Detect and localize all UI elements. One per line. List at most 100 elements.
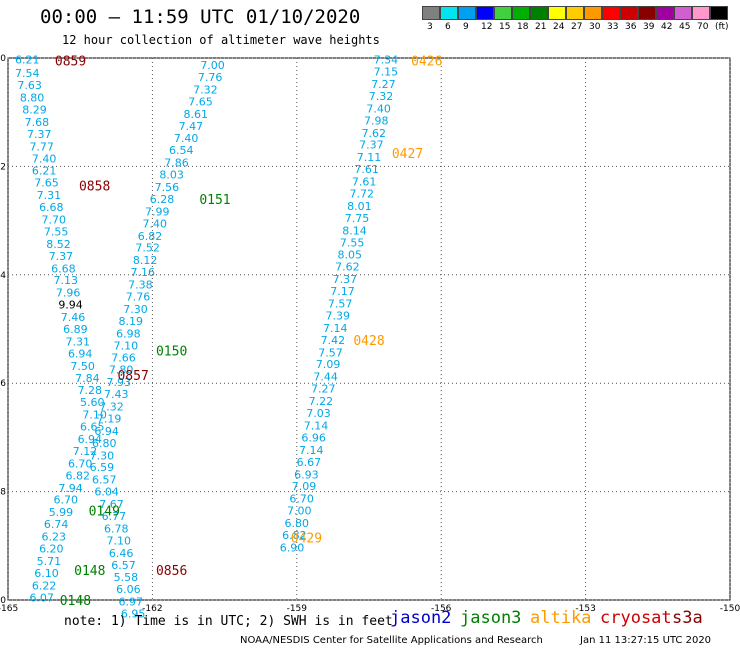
data-point: 7.80 bbox=[109, 364, 134, 377]
data-point: 7.09 bbox=[316, 358, 341, 371]
data-point: 7.10 bbox=[106, 534, 131, 547]
colorbar-label: 30 bbox=[589, 22, 601, 32]
data-point: 7.30 bbox=[123, 303, 148, 316]
colorbar-swatch bbox=[512, 6, 530, 20]
data-point: 7.62 bbox=[362, 127, 387, 140]
data-point: 6.78 bbox=[104, 522, 129, 535]
data-point: 7.40 bbox=[174, 132, 199, 145]
data-point: 7.09 bbox=[292, 480, 317, 493]
colorbar-label: 70 bbox=[697, 22, 709, 32]
data-point: 6.96 bbox=[301, 431, 326, 444]
data-point: 7.98 bbox=[364, 114, 389, 127]
colorbar-swatch bbox=[584, 6, 602, 20]
data-point: 6.20 bbox=[39, 543, 64, 556]
data-point: 5.99 bbox=[49, 506, 74, 519]
satellite-jason3: jason3 bbox=[460, 608, 522, 628]
colorbar-swatch bbox=[440, 6, 458, 20]
track-time-label: 0858 bbox=[79, 179, 110, 194]
colorbar-label: 12 bbox=[481, 22, 493, 32]
data-point: 7.76 bbox=[198, 71, 223, 84]
x-tick-label: -165 bbox=[0, 604, 18, 614]
data-point: 7.62 bbox=[335, 261, 360, 274]
colorbar-label: 39 bbox=[643, 22, 655, 32]
data-point: 6.46 bbox=[109, 547, 134, 560]
data-point: 8.14 bbox=[342, 224, 367, 237]
data-point: 7.47 bbox=[179, 120, 204, 133]
data-point: 7.27 bbox=[371, 78, 396, 91]
data-point: 8.03 bbox=[159, 169, 184, 182]
data-point: 6.82 bbox=[282, 529, 307, 542]
data-point: 6.21 bbox=[32, 165, 57, 178]
data-point: 7.57 bbox=[318, 346, 343, 359]
data-point: 7.39 bbox=[325, 309, 350, 322]
data-point: 7.14 bbox=[323, 322, 348, 335]
data-point: 7.30 bbox=[90, 449, 115, 462]
data-point: 7.77 bbox=[29, 140, 54, 153]
data-point: 6.82 bbox=[66, 469, 91, 482]
data-point: 6.77 bbox=[102, 510, 127, 523]
data-point: 7.40 bbox=[32, 152, 57, 165]
data-point: 7.54 bbox=[15, 67, 40, 80]
satellite-jason2: jason2 bbox=[390, 608, 452, 628]
data-point: 6.94 bbox=[68, 347, 93, 360]
data-point: 7.52 bbox=[135, 242, 160, 255]
data-point: 6.10 bbox=[34, 567, 59, 580]
data-point: 8.61 bbox=[183, 108, 208, 121]
data-point: 7.32 bbox=[369, 90, 394, 103]
data-point: 7.94 bbox=[58, 482, 83, 495]
data-point: 7.16 bbox=[131, 266, 156, 279]
data-point: 7.31 bbox=[37, 189, 62, 202]
data-point: 6.59 bbox=[90, 461, 115, 474]
track-time-label: 0426 bbox=[411, 55, 442, 70]
colorbar-label: (ft) bbox=[715, 22, 729, 32]
data-point: 6.57 bbox=[111, 559, 136, 572]
x-tick-label: -150 bbox=[720, 604, 740, 614]
track-time-label: 0859 bbox=[55, 55, 86, 70]
chart-title: 00:00 – 11:59 UTC 01/10/2020 bbox=[40, 6, 361, 28]
data-point: 7.56 bbox=[155, 181, 180, 194]
y-tick-label: -8 bbox=[0, 488, 6, 498]
data-point: 7.55 bbox=[340, 236, 365, 249]
data-point: 7.22 bbox=[309, 395, 334, 408]
data-point: 8.05 bbox=[337, 249, 362, 262]
data-point: 7.34 bbox=[374, 54, 399, 67]
colorbar-swatch bbox=[638, 6, 656, 20]
data-point: 7.13 bbox=[54, 274, 79, 287]
colorbar-swatch bbox=[494, 6, 512, 20]
y-tick-label: -6 bbox=[0, 379, 6, 389]
data-point: 6.65 bbox=[80, 421, 105, 434]
data-point: 6.93 bbox=[294, 468, 319, 481]
track-time-label: 0149 bbox=[89, 505, 120, 520]
data-point: 7.00 bbox=[200, 59, 225, 72]
data-point: 6.28 bbox=[150, 193, 175, 206]
colorbar-swatch bbox=[620, 6, 638, 20]
data-point: 7.76 bbox=[126, 290, 151, 303]
y-tick-label: -10 bbox=[0, 596, 6, 606]
data-point: 6.68 bbox=[51, 262, 76, 275]
data-point: 6.94 bbox=[78, 433, 103, 446]
data-point: 7.57 bbox=[328, 298, 353, 311]
data-point: 6.98 bbox=[116, 327, 141, 340]
data-point: 6.94 bbox=[94, 425, 119, 438]
colorbar-swatch bbox=[548, 6, 566, 20]
x-tick-label: -162 bbox=[142, 604, 162, 614]
data-point: 6.95 bbox=[121, 608, 146, 621]
data-point: 7.28 bbox=[78, 384, 103, 397]
data-point: 6.70 bbox=[54, 494, 79, 507]
track-time-label: 0148 bbox=[60, 594, 91, 609]
data-point: 7.42 bbox=[321, 334, 346, 347]
data-point: 7.40 bbox=[366, 102, 391, 115]
track-time-label: 0856 bbox=[156, 564, 187, 579]
chart-subtitle: 12 hour collection of altimeter wave hei… bbox=[62, 33, 380, 47]
x-tick-label: -156 bbox=[431, 604, 452, 614]
data-point: 7.14 bbox=[299, 444, 324, 457]
data-point: 7.37 bbox=[27, 128, 52, 141]
data-point: 7.86 bbox=[164, 157, 189, 170]
data-point: 6.06 bbox=[116, 583, 141, 596]
colorbar-label: 24 bbox=[553, 22, 565, 32]
data-point: 6.67 bbox=[297, 456, 322, 469]
data-point: 6.97 bbox=[118, 596, 143, 609]
y-tick-label: 0 bbox=[0, 54, 6, 64]
colorbar-label: 36 bbox=[625, 22, 637, 32]
